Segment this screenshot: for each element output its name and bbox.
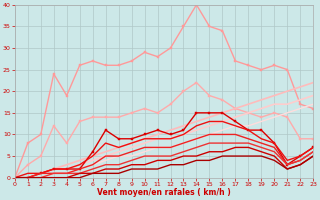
X-axis label: Vent moyen/en rafales ( km/h ): Vent moyen/en rafales ( km/h ) — [97, 188, 231, 197]
